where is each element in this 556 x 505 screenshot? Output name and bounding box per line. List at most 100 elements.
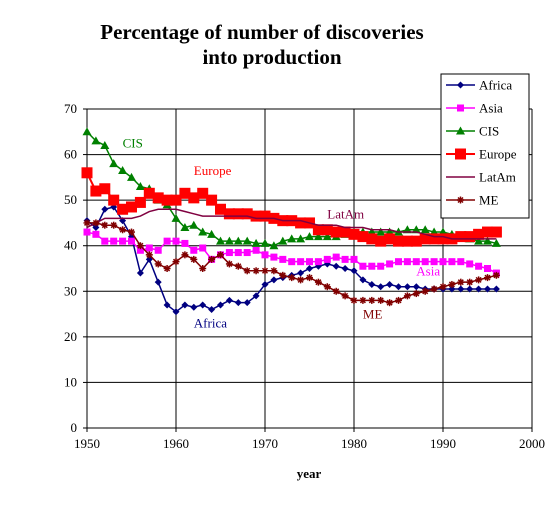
data-point (108, 194, 120, 206)
data-point-stroke (164, 265, 171, 272)
data-point (473, 228, 485, 240)
data-point (332, 262, 340, 270)
data-point (368, 296, 376, 304)
data-point (241, 208, 253, 220)
y-tick-label: 70 (64, 101, 77, 116)
data-point-stroke (279, 272, 286, 279)
data-point-stroke (137, 242, 144, 249)
data-point (172, 258, 180, 266)
data-point-stroke (226, 260, 233, 267)
x-tick-label: 1970 (252, 436, 278, 451)
data-point (314, 278, 322, 286)
data-point-stroke (270, 267, 277, 274)
data-point (484, 265, 491, 272)
y-tick-label: 50 (64, 192, 77, 207)
data-point (341, 255, 349, 263)
data-point (216, 236, 225, 245)
data-point-stroke (359, 297, 366, 304)
data-point-stroke (297, 276, 304, 283)
data-point-stroke (350, 297, 358, 304)
data-point-stroke (413, 290, 420, 297)
legend-item-asia: Asia (446, 101, 503, 116)
data-point (483, 236, 492, 245)
data-point (466, 278, 474, 286)
data-point (421, 258, 429, 266)
legend-label: Asia (479, 101, 503, 116)
data-point-stroke (199, 265, 206, 272)
data-point (197, 187, 209, 199)
data-point (312, 224, 324, 236)
data-point-stroke (457, 279, 464, 286)
data-point (225, 249, 233, 257)
data-point (322, 232, 332, 241)
annotations: CIS Europe LatAm Asia ME Africa (123, 136, 441, 331)
data-point (386, 299, 394, 307)
data-point (215, 203, 226, 215)
data-point (297, 269, 305, 277)
data-point (117, 203, 129, 215)
y-tick-label: 20 (64, 329, 77, 344)
data-point (386, 280, 394, 288)
data-point (412, 283, 420, 291)
data-point (234, 299, 242, 307)
data-point (154, 278, 162, 286)
data-point (475, 262, 483, 270)
data-point (412, 290, 420, 298)
data-point (475, 285, 483, 293)
data-point (190, 246, 198, 254)
data-point (261, 267, 269, 275)
data-point (314, 258, 322, 266)
data-point (269, 241, 279, 250)
data-point (199, 301, 207, 309)
data-point (250, 210, 262, 222)
data-point (457, 81, 464, 89)
data-point (330, 226, 342, 238)
data-point (457, 196, 464, 204)
axes: 0 10 20 30 40 50 60 70 1950 1960 1970 1980 1990 2000 (64, 101, 545, 451)
data-point-stroke (484, 274, 491, 281)
data-point-stroke (190, 256, 197, 263)
data-point-stroke (404, 292, 411, 299)
data-point (181, 301, 189, 309)
data-point (341, 265, 349, 272)
data-point-stroke (448, 281, 455, 288)
data-point (243, 299, 251, 307)
data-point (419, 233, 431, 245)
legend-item-cis: CIS (446, 124, 499, 139)
data-point (270, 253, 278, 261)
data-point (136, 246, 144, 254)
legend-label: ME (479, 193, 499, 208)
data-point (217, 301, 224, 309)
data-point (110, 221, 118, 229)
data-point (154, 260, 162, 268)
data-point (234, 262, 242, 270)
data-point (270, 276, 278, 284)
y-tick-label: 40 (64, 238, 77, 253)
series-group (81, 127, 502, 316)
data-point (225, 296, 233, 304)
data-point (179, 187, 191, 199)
data-point-stroke (386, 299, 393, 306)
data-point (456, 126, 465, 135)
data-point (161, 194, 173, 206)
data-point (217, 251, 224, 259)
x-tick-label: 1950 (74, 436, 100, 451)
data-point (482, 226, 493, 238)
data-point (135, 181, 145, 190)
legend-item-africa: Africa (446, 78, 512, 93)
data-point (163, 301, 171, 309)
data-point (410, 235, 422, 247)
data-point (224, 236, 234, 245)
data-point (437, 233, 449, 245)
data-point (341, 292, 349, 300)
data-point (109, 159, 119, 168)
data-point-stroke (288, 274, 295, 281)
data-point (100, 140, 110, 149)
data-point-stroke (217, 251, 224, 258)
chart-title: Percentage of number of discoveries into… (100, 20, 423, 69)
data-point (377, 296, 385, 304)
data-point (110, 237, 118, 245)
data-point (225, 260, 233, 268)
annotation-cis: CIS (123, 136, 143, 151)
data-point (90, 185, 102, 197)
